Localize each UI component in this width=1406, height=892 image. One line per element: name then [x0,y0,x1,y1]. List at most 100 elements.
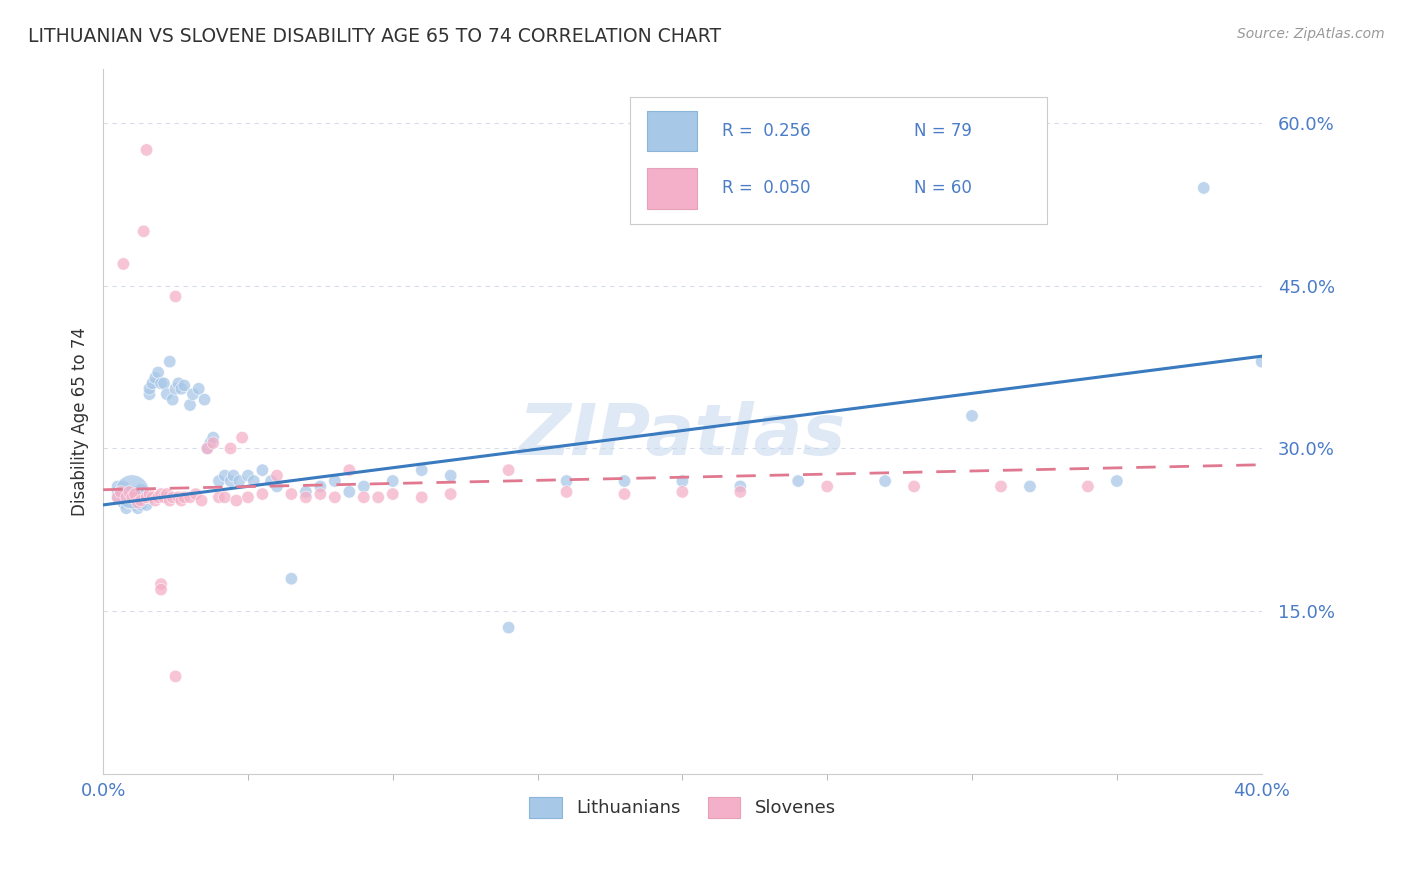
Point [150,582,173,597]
Point [214,491,236,505]
Point [236,468,259,483]
Point [411,491,433,505]
Point [309,479,332,493]
Point [295,484,318,499]
Point [184,487,207,501]
Point [141,376,163,391]
Point [337,484,360,499]
Point [671,484,693,499]
Point [124,493,146,508]
Point [214,468,236,483]
Point [156,387,179,401]
Point [323,491,346,505]
Point [156,487,179,501]
Point [135,491,157,505]
Point [295,491,318,505]
Point [167,491,190,505]
Point [252,487,274,501]
Point [107,479,129,493]
Point [129,483,152,497]
Point [135,491,157,505]
Point [110,484,132,499]
Point [990,479,1012,493]
Point [150,487,173,501]
Point [280,572,302,586]
Point [815,479,838,493]
Point [367,491,389,505]
Point [153,376,176,391]
Point [121,496,143,510]
Point [960,409,983,423]
Point [138,382,160,396]
Point [118,484,141,499]
Point [219,442,242,456]
Point [236,491,259,505]
Point [730,484,752,499]
Point [135,498,157,512]
Point [1250,354,1272,368]
Point [228,474,250,488]
Point [875,474,897,488]
Point [127,501,149,516]
Point [146,491,169,505]
Point [242,474,264,488]
Point [107,491,129,505]
Point [498,463,520,477]
Point [146,366,169,380]
Point [153,491,176,505]
Point [112,491,135,505]
Point [141,491,163,505]
Point [129,493,152,508]
Point [112,496,135,510]
Point [121,491,143,505]
Point [280,487,302,501]
Point [179,491,201,505]
Point [124,487,146,501]
Point [202,436,225,450]
Point [129,493,152,508]
Y-axis label: Disability Age 65 to 74: Disability Age 65 to 74 [72,326,89,516]
Point [135,143,157,157]
Point [143,371,166,385]
Point [115,501,138,516]
Point [555,484,578,499]
Point [671,474,693,488]
Point [231,431,253,445]
Point [165,669,187,683]
Point [129,498,152,512]
Text: ZIPatlas: ZIPatlas [519,401,846,470]
Point [124,487,146,501]
Point [121,484,143,499]
Point [170,493,193,508]
Point [150,577,173,591]
Point [179,398,201,412]
Point [1192,181,1215,195]
Point [323,474,346,488]
Point [165,289,187,303]
Point [337,463,360,477]
Point [159,354,181,368]
Point [381,474,404,488]
Point [112,257,135,271]
Point [138,387,160,401]
Point [112,484,135,499]
Point [353,491,375,505]
Point [173,491,195,505]
Point [1077,479,1099,493]
Point [132,224,155,238]
Point [121,491,143,505]
Point [252,463,274,477]
Text: LITHUANIAN VS SLOVENE DISABILITY AGE 65 TO 74 CORRELATION CHART: LITHUANIAN VS SLOVENE DISABILITY AGE 65 … [28,27,721,45]
Point [787,474,810,488]
Point [150,376,173,391]
Point [181,387,204,401]
Point [208,474,231,488]
Point [107,491,129,505]
Point [112,479,135,493]
Point [353,479,375,493]
Point [266,479,288,493]
Point [143,493,166,508]
Point [193,392,215,407]
Point [162,392,184,407]
Point [118,484,141,499]
